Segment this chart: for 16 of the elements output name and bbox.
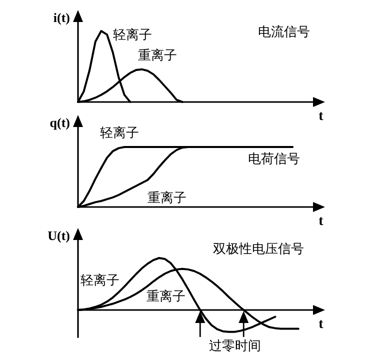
text: 过零时间 bbox=[209, 339, 261, 354]
x-axis-title: t bbox=[318, 109, 324, 124]
series-label: 重离子 bbox=[148, 190, 187, 206]
annotation: 电流信号 bbox=[258, 24, 310, 40]
y-axis-title: U(t) bbox=[48, 228, 70, 243]
x-axis-title: t bbox=[318, 214, 324, 229]
text: 双极性电压信号 bbox=[213, 242, 304, 257]
y-axis-title: q(t) bbox=[50, 115, 70, 130]
series-label: 轻离子 bbox=[80, 272, 120, 288]
series-label: 轻离子 bbox=[113, 27, 152, 43]
y-axis-title: i(t) bbox=[53, 10, 70, 25]
series-label: 轻离子 bbox=[100, 125, 139, 141]
series-label: 重离子 bbox=[138, 47, 177, 64]
series-label: 重离子 bbox=[146, 288, 186, 304]
annotation: 电荷信号 bbox=[248, 152, 300, 167]
x-axis-title: t bbox=[318, 317, 324, 332]
